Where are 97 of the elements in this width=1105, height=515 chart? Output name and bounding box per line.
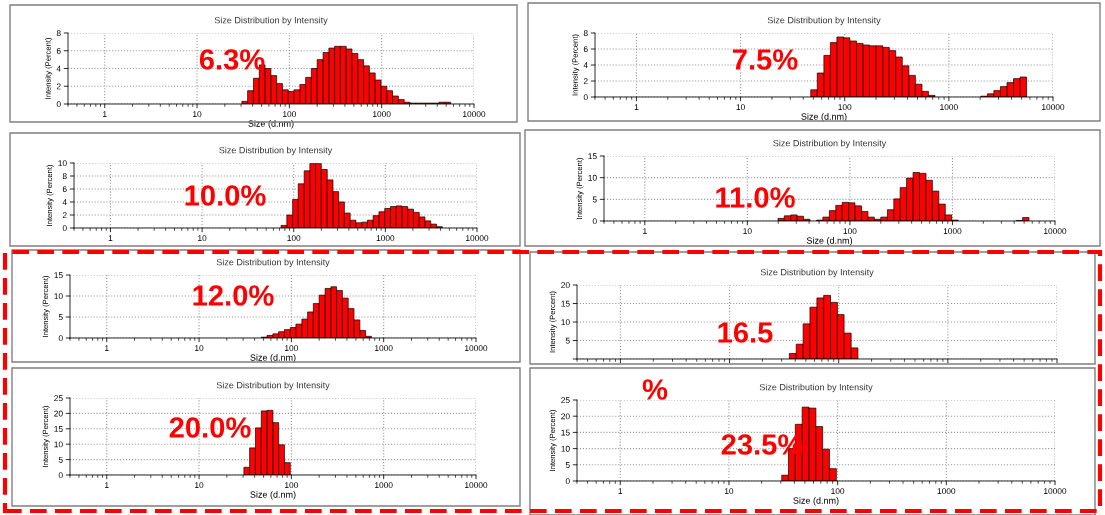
x-tick-label: 1 xyxy=(105,482,109,488)
y-tick-label: 10 xyxy=(561,319,570,326)
x-tick-label: 10000 xyxy=(463,111,486,118)
y-tick-label: 8 xyxy=(583,30,588,37)
x-tick-label: 1 xyxy=(105,345,109,351)
x-tick-label: 10000 xyxy=(465,345,488,352)
x-tick-label: 100 xyxy=(285,482,298,489)
chart-title: Size Distribution by Intensity xyxy=(216,381,330,391)
x-tick-label: 10 xyxy=(736,104,745,111)
x-tick-label: 1000 xyxy=(376,235,395,242)
x-tick-label: 1000 xyxy=(375,345,393,352)
y-tick-label: 8 xyxy=(62,173,67,180)
x-axis-title: Size (d.nm) xyxy=(801,113,847,122)
y-tick-label: 15 xyxy=(54,272,63,279)
y-tick-label: 5 xyxy=(58,314,63,321)
x-tick-label: 10000 xyxy=(1044,228,1067,235)
chart-title: Size Distribution by Intensity xyxy=(214,16,328,26)
x-tick-label: 10 xyxy=(195,482,204,489)
annotation: 12.0% xyxy=(193,285,274,306)
x-tick-label: 10000 xyxy=(466,235,489,242)
y-tick-label: 4 xyxy=(583,62,588,69)
y-tick-label: 5 xyxy=(58,456,63,463)
x-tick-label: 10 xyxy=(195,345,204,352)
x-tick-label: 1000 xyxy=(940,104,958,111)
y-tick-label: 10 xyxy=(54,293,63,300)
y-tick-label: 5 xyxy=(565,462,570,468)
x-tick-label: 100 xyxy=(283,111,296,118)
x-tick-label: 10000 xyxy=(1044,488,1067,495)
x-axis-title: Size (d.nm) xyxy=(250,491,296,500)
chart-title: Size Distribution by Intensity xyxy=(219,146,333,156)
y-tick-label: 6 xyxy=(56,47,61,54)
x-tick-label: 100 xyxy=(287,235,301,242)
y-tick-label: 0 xyxy=(56,101,61,108)
y-tick-label: 15 xyxy=(561,300,570,307)
x-tick-label: 1000 xyxy=(375,482,393,489)
y-tick-label: 0 xyxy=(62,225,67,232)
y-tick-label: 20 xyxy=(561,413,570,420)
y-tick-label: 0 xyxy=(58,335,63,342)
y-tick-label: 15 xyxy=(54,426,63,432)
y-tick-label: 2 xyxy=(62,212,67,219)
chart-title: Size Distribution by Intensity xyxy=(760,268,874,278)
x-tick-label: 10000 xyxy=(465,482,488,489)
y-tick-label: 2 xyxy=(56,83,61,90)
x-tick-label: 1000 xyxy=(373,111,391,118)
x-axis-title: Size (d.nm) xyxy=(793,497,839,506)
x-tick-label: 1000 xyxy=(937,488,956,495)
y-tick-label: 6 xyxy=(62,186,67,193)
y-tick-label: 2 xyxy=(583,78,588,85)
y-tick-label: 8 xyxy=(56,30,61,37)
y-tick-label: 6 xyxy=(583,46,588,53)
x-tick-label: 1 xyxy=(643,228,647,234)
y-tick-label: 5 xyxy=(592,196,597,203)
annotation: 20.0% xyxy=(169,417,251,438)
x-tick-label: 10000 xyxy=(1042,104,1065,111)
text: % xyxy=(642,379,668,400)
x-tick-label: 10 xyxy=(193,111,202,118)
annotation: 11.0% xyxy=(716,187,795,208)
chart-title: Size Distribution by Intensity xyxy=(216,258,330,268)
y-tick-label: 0 xyxy=(565,478,570,485)
x-tick-label: 10 xyxy=(198,235,207,242)
y-tick-label: 20 xyxy=(54,410,63,417)
y-tick-label: 10 xyxy=(588,174,597,181)
x-tick-label: 1000 xyxy=(943,228,962,235)
y-tick-label: 0 xyxy=(592,218,597,225)
x-tick-label: 1 xyxy=(634,104,639,110)
annotation: 6.3% xyxy=(199,49,265,70)
y-tick-label: 25 xyxy=(561,397,570,404)
y-tick-label: 15 xyxy=(588,153,597,160)
y-tick-label: 10 xyxy=(54,441,63,448)
x-tick-label: 1 xyxy=(108,235,113,241)
x-tick-label: 10 xyxy=(743,228,752,235)
x-axis-title: Size (d.nm) xyxy=(250,354,296,363)
y-tick-label: 5 xyxy=(565,337,570,344)
annotation: 16.5 xyxy=(718,322,773,343)
x-tick-label: 100 xyxy=(285,345,298,352)
annotation: 7.5% xyxy=(733,49,798,70)
x-axis-title: Size (d.nm) xyxy=(248,120,294,129)
x-tick-label: 100 xyxy=(838,104,852,111)
y-tick-label: 20 xyxy=(561,282,570,289)
y-tick-label: 10 xyxy=(561,445,570,452)
chart-title: Size Distribution by Intensity xyxy=(767,16,881,26)
x-tick-label: 1 xyxy=(618,488,623,494)
y-tick-label: 0 xyxy=(58,472,63,479)
x-tick-label: 100 xyxy=(831,488,845,495)
x-tick-label: 1 xyxy=(103,111,107,117)
chart-title: Size Distribution by Intensity xyxy=(773,139,887,149)
y-tick-label: 0 xyxy=(583,94,588,101)
y-tick-label: 10 xyxy=(58,160,67,167)
y-tick-label: 25 xyxy=(54,395,63,402)
y-tick-label: 15 xyxy=(561,429,570,436)
y-tick-label: 4 xyxy=(56,65,61,72)
y-tick-label: 4 xyxy=(62,199,67,206)
x-tick-label: 100 xyxy=(843,228,857,235)
x-tick-label: 10 xyxy=(724,488,734,495)
x-axis-title: Size (d.nm) xyxy=(806,237,853,246)
annotation: 10.0% xyxy=(185,185,266,206)
chart-title: Size Distribution by Intensity xyxy=(759,383,873,393)
